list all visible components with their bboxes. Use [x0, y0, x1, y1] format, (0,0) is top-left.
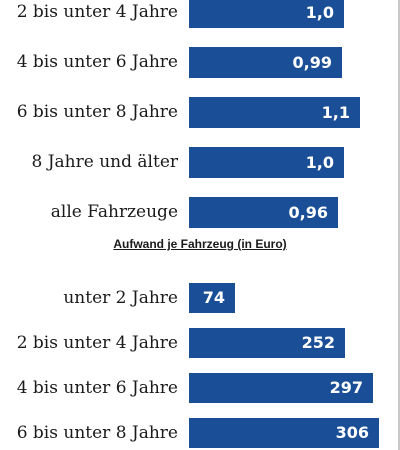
- category-label: 2 bis unter 4 Jahre: [16, 333, 178, 353]
- category-label: unter 2 Jahre: [63, 288, 178, 308]
- bar: 1,0: [189, 0, 344, 28]
- bar: 306: [189, 418, 379, 448]
- bar-value-label: 1,0: [305, 3, 334, 22]
- bar-value-label: 297: [329, 378, 363, 397]
- bar: 297: [189, 373, 373, 403]
- category-label: 8 Jahre und älter: [31, 152, 178, 172]
- category-label: 6 bis unter 8 Jahre: [16, 423, 178, 443]
- bar: 1,0: [189, 147, 344, 178]
- bar-value-label: 0,96: [288, 203, 328, 222]
- bar: 0,99: [189, 47, 342, 78]
- bar-value-label: 0,99: [292, 53, 332, 72]
- category-label: 2 bis unter 4 Jahre: [16, 2, 178, 22]
- section-title-aufwand: Aufwand je Fahrzeug (in Euro): [113, 237, 287, 251]
- bar: 252: [189, 328, 345, 358]
- bar: 1,1: [189, 97, 360, 128]
- category-label: 4 bis unter 6 Jahre: [16, 52, 178, 72]
- bar-value-label: 252: [301, 333, 335, 352]
- frame-border: [398, 0, 400, 450]
- category-label: 4 bis unter 6 Jahre: [16, 378, 178, 398]
- bar: 74: [189, 283, 235, 313]
- bar-value-label: 306: [335, 423, 369, 442]
- bar-value-label: 1,0: [305, 153, 334, 172]
- category-label: alle Fahrzeuge: [50, 202, 178, 222]
- bar-value-label: 74: [202, 288, 225, 307]
- category-label: 6 bis unter 8 Jahre: [16, 102, 178, 122]
- bar: 0,96: [189, 197, 338, 228]
- bar-value-label: 1,1: [321, 103, 350, 122]
